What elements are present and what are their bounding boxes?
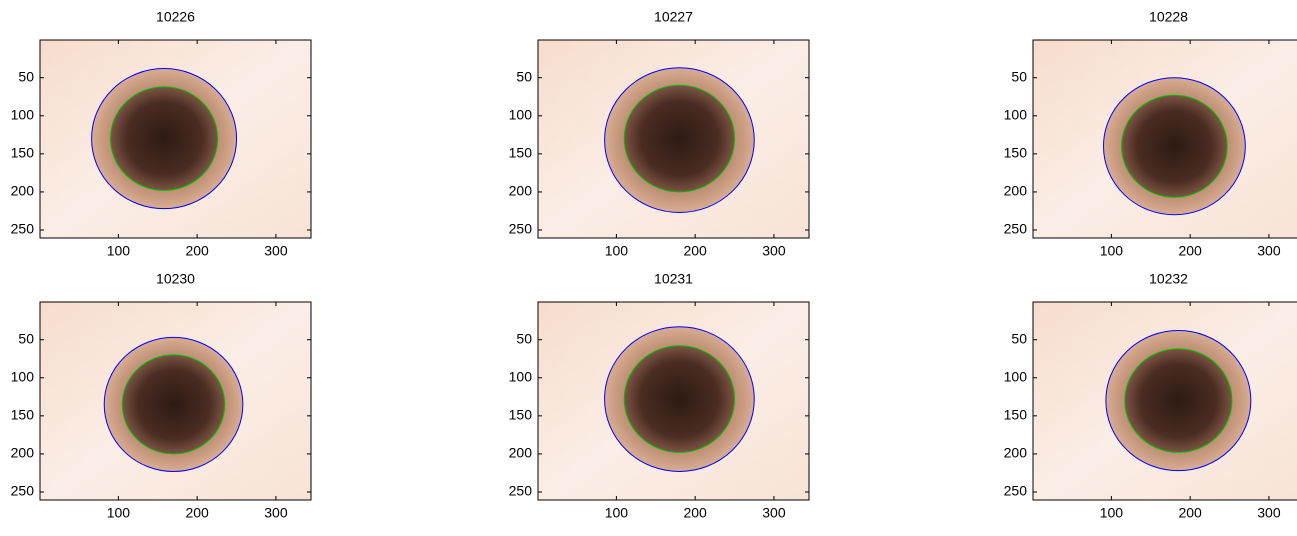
axes-box (1032, 39, 1297, 239)
panel-title: 10230 (156, 271, 195, 287)
y-tick-label: 150 (11, 145, 35, 161)
x-tick-label: 100 (107, 243, 131, 259)
inner-contour (1121, 94, 1228, 198)
y-tick-label: 200 (11, 445, 35, 461)
inner-contour (623, 345, 736, 453)
x-tick-label: 100 (605, 243, 629, 259)
panel-title: 10228 (1149, 9, 1188, 25)
x-tick-label: 300 (1257, 243, 1281, 259)
y-tick-label: 200 (1004, 183, 1028, 199)
x-tick-label: 200 (683, 505, 707, 521)
axes-box (537, 39, 810, 239)
panel: 10232 100 200 300 50 100 150 200 250 (1004, 271, 1297, 521)
panel: 10226 100 200 300 50 100 150 200 250 (11, 9, 312, 259)
y-tick-label: 250 (1004, 483, 1028, 499)
image (538, 302, 809, 500)
axes-box (39, 301, 312, 501)
x-tick-label: 300 (762, 505, 786, 521)
x-tick-label: 100 (1100, 243, 1124, 259)
y-tick-label: 250 (1004, 221, 1028, 237)
inner-contour (121, 354, 226, 455)
panel: 10227 100 200 300 50 100 150 200 250 (509, 9, 810, 259)
panel: 10230 100 200 300 50 100 150 200 250 (11, 271, 312, 521)
panel-title: 10227 (654, 9, 693, 25)
y-tick-label: 50 (1011, 68, 1027, 84)
y-tick-label: 200 (509, 183, 533, 199)
y-tick-label: 250 (11, 221, 35, 237)
y-tick-label: 250 (509, 221, 533, 237)
x-tick-label: 100 (107, 505, 131, 521)
axes-box (537, 301, 810, 501)
x-tick-label: 300 (264, 243, 288, 259)
y-tick-label: 150 (509, 407, 533, 423)
y-tick-label: 150 (1004, 145, 1028, 161)
image (40, 40, 311, 238)
panel: 10231 100 200 300 50 100 150 200 250 (509, 271, 810, 521)
y-tick-label: 100 (1004, 106, 1028, 122)
y-tick-label: 100 (509, 368, 533, 384)
panel-title: 10232 (1149, 271, 1188, 287)
y-tick-label: 200 (1004, 445, 1028, 461)
axes-box (1032, 301, 1297, 501)
axes-box (39, 39, 312, 239)
y-tick-label: 200 (11, 183, 35, 199)
image (1033, 302, 1297, 500)
y-tick-label: 50 (516, 330, 532, 346)
x-tick-label: 200 (185, 505, 209, 521)
image (1033, 40, 1297, 238)
panel-title: 10226 (156, 9, 195, 25)
y-tick-label: 50 (18, 68, 34, 84)
y-tick-label: 100 (1004, 368, 1028, 384)
inner-contour (623, 84, 736, 193)
x-tick-label: 200 (185, 243, 209, 259)
y-tick-label: 150 (509, 145, 533, 161)
x-tick-label: 200 (683, 243, 707, 259)
x-tick-label: 100 (1100, 505, 1124, 521)
y-tick-label: 150 (1004, 407, 1028, 423)
image (40, 302, 311, 500)
y-tick-label: 50 (18, 330, 34, 346)
x-tick-label: 300 (762, 243, 786, 259)
inner-contour (110, 86, 219, 191)
y-tick-label: 100 (11, 368, 35, 384)
y-tick-label: 150 (11, 407, 35, 423)
inner-contour (1124, 348, 1233, 453)
y-tick-label: 250 (509, 483, 533, 499)
panel-title: 10231 (654, 271, 693, 287)
y-tick-label: 250 (11, 483, 35, 499)
y-tick-label: 200 (509, 445, 533, 461)
x-tick-label: 300 (264, 505, 288, 521)
x-tick-label: 100 (605, 505, 629, 521)
y-tick-label: 50 (516, 68, 532, 84)
x-tick-label: 200 (1178, 505, 1202, 521)
panel: 10228 100 200 300 50 100 150 200 250 (1004, 9, 1297, 259)
x-tick-label: 300 (1257, 505, 1281, 521)
y-tick-label: 100 (11, 106, 35, 122)
x-tick-label: 200 (1178, 243, 1202, 259)
image (538, 40, 809, 238)
y-tick-label: 50 (1011, 330, 1027, 346)
y-tick-label: 100 (509, 106, 533, 122)
